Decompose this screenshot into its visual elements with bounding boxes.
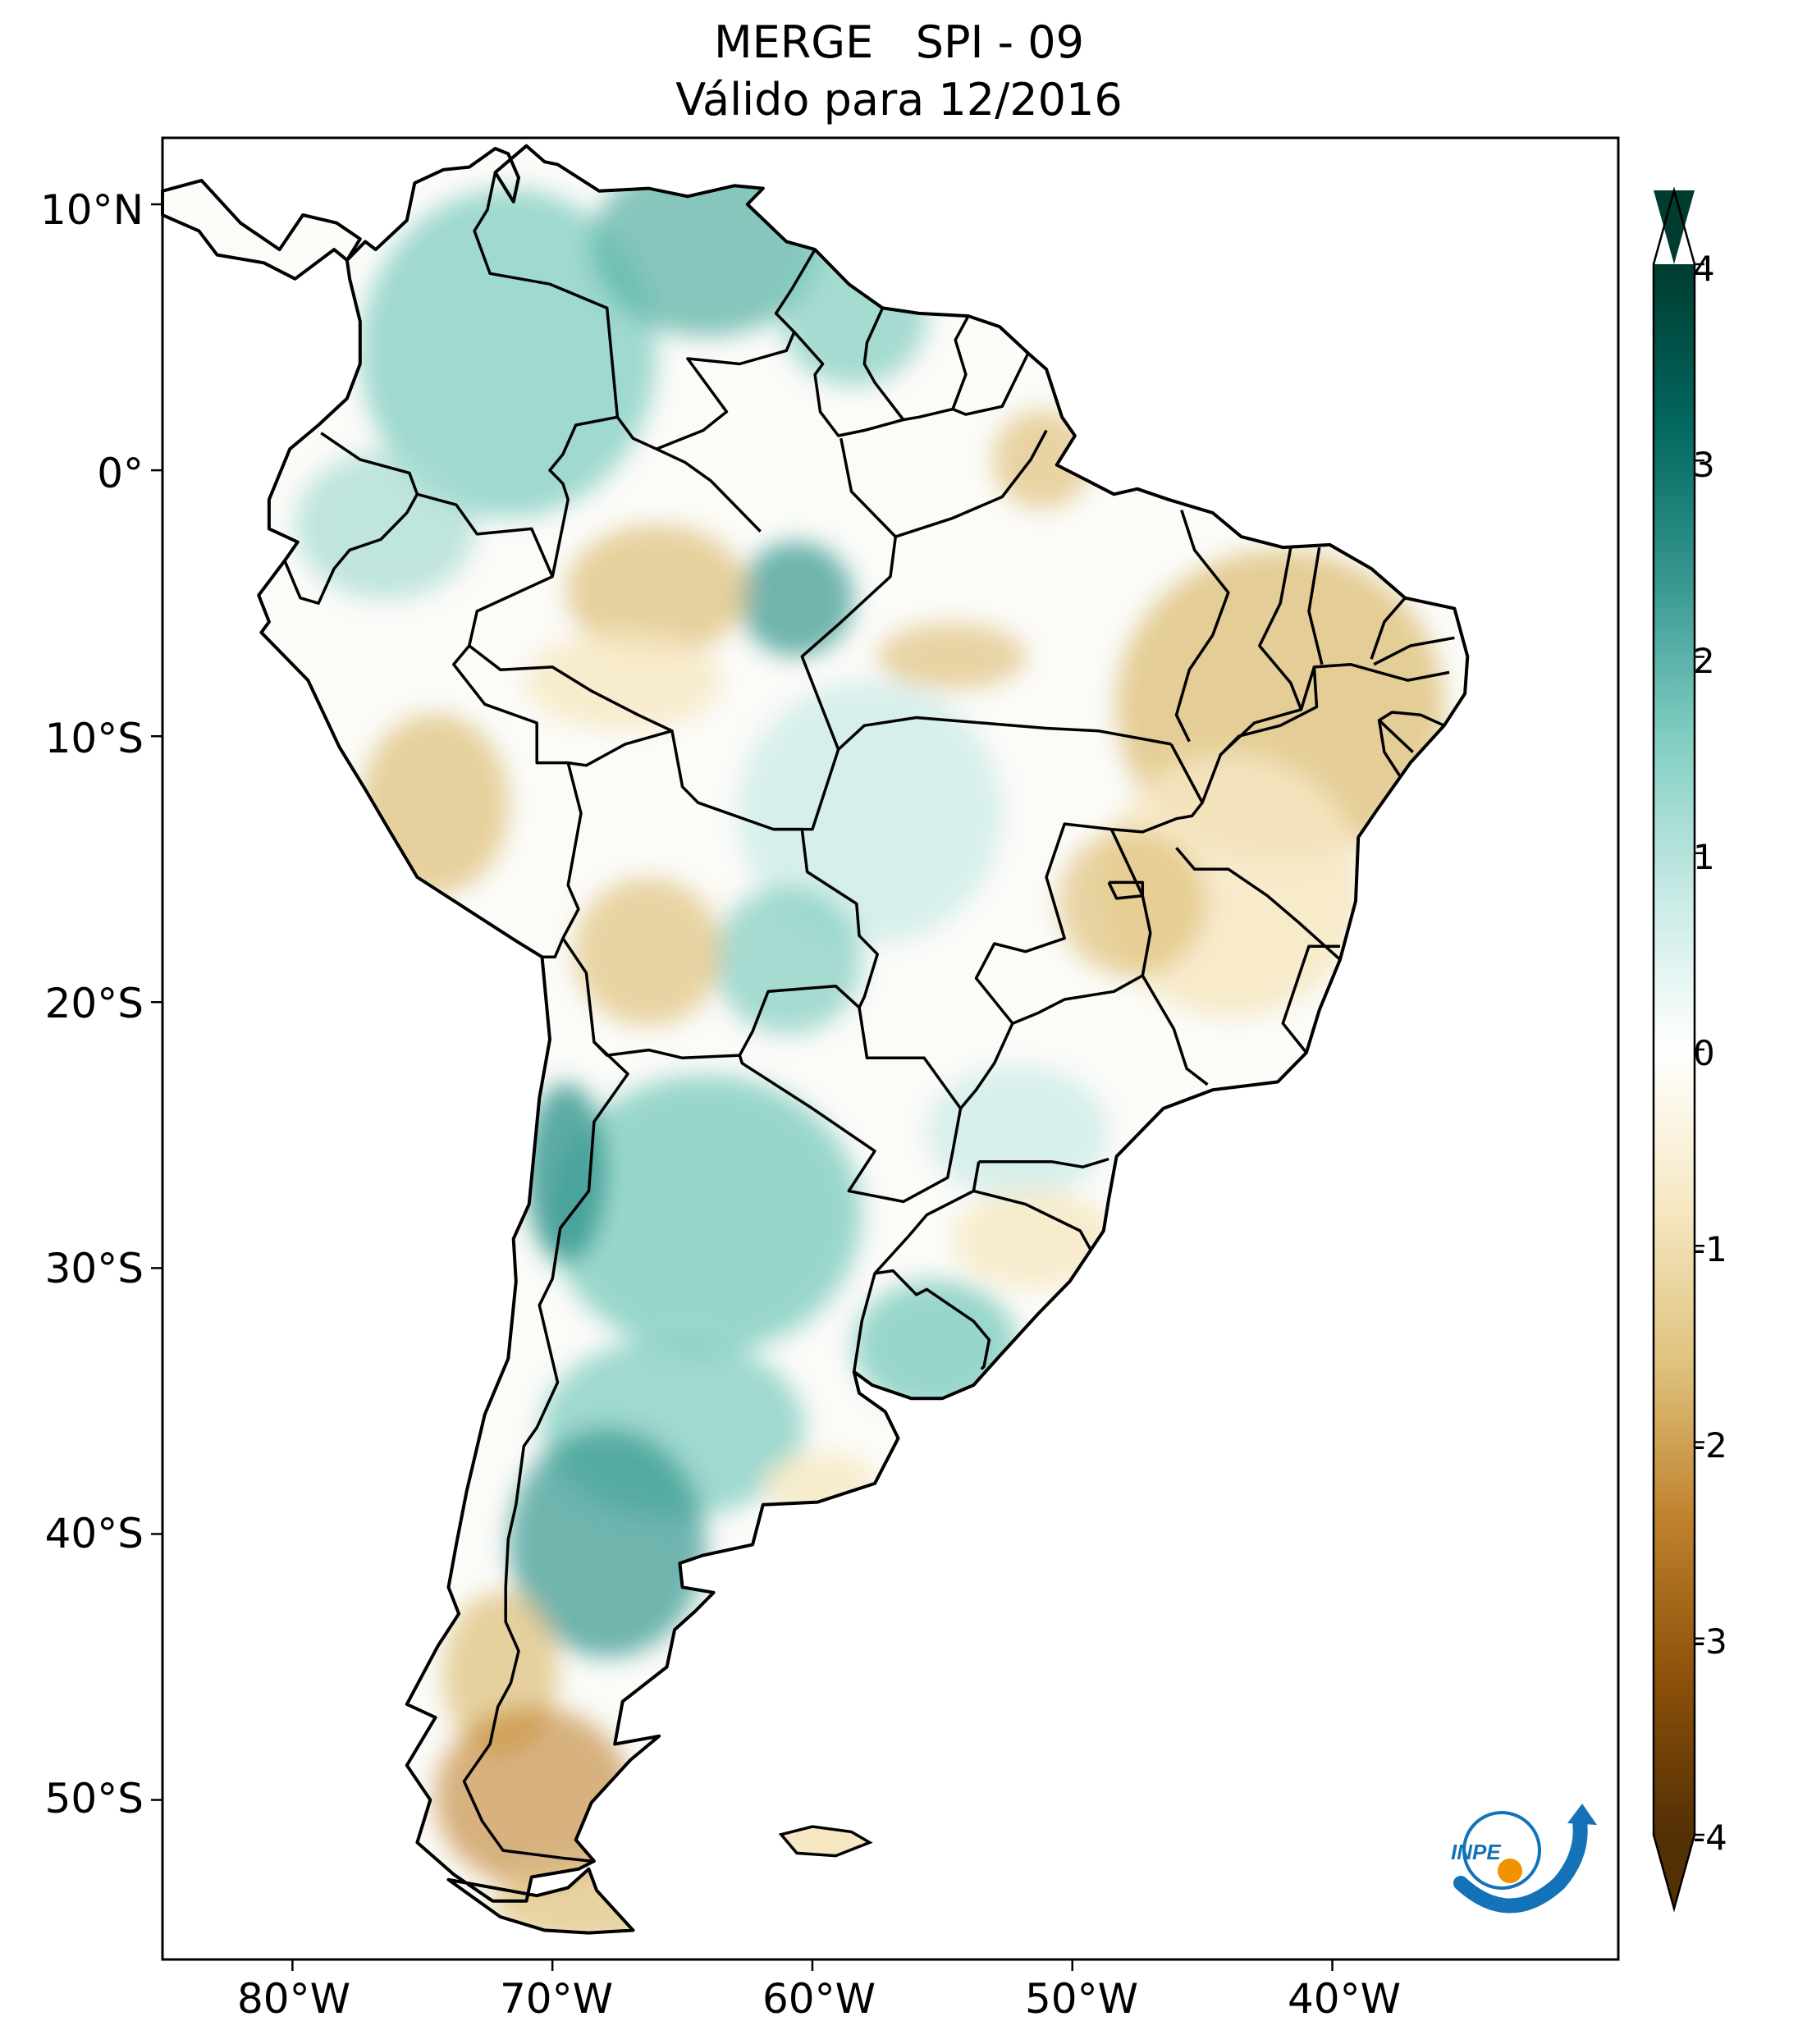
colorbar-label-m1: -1 (1693, 1229, 1727, 1269)
wet-anomaly-andes (525, 1083, 607, 1264)
dry-anomaly-peru (361, 714, 509, 894)
border-line (416, 492, 583, 958)
spi-anomaly-field (295, 156, 1444, 1933)
lon-label-40w: 40°W (1287, 1975, 1402, 2023)
border-line (1107, 880, 1145, 900)
wet-anomaly-parana (927, 1067, 1108, 1198)
wet-anomaly-uruguay (853, 1280, 1018, 1411)
wet-anomaly-ecuador (295, 451, 476, 599)
border-line (873, 1161, 991, 1370)
border-line (473, 171, 817, 450)
border-line (862, 307, 905, 421)
wet-anomaly-northern-argentina (550, 1075, 862, 1354)
border-line (462, 1040, 629, 1863)
dry-anomaly-goias (1059, 829, 1206, 976)
colorbar-label-3: 3 (1693, 445, 1715, 485)
lat-label-20s: 20°S (44, 980, 144, 1027)
map-title: MERGE SPI - 09 (714, 16, 1084, 68)
land-surface (161, 144, 1470, 1935)
colorbar-label-m4: -4 (1693, 1818, 1727, 1858)
border-line (1175, 847, 1342, 961)
border-line (561, 937, 963, 1204)
continent-fill (162, 145, 1468, 1933)
border-line (840, 437, 897, 538)
dry-anomaly-buenos-aires (763, 1452, 878, 1518)
border-line (1370, 597, 1407, 660)
dry-anomaly-para (878, 624, 1026, 689)
colorbar-label-0: 0 (1693, 1033, 1715, 1073)
colorbar-label-m2: -2 (1693, 1425, 1727, 1466)
colorbar (1652, 186, 1704, 1913)
wet-anomaly-colombia (361, 189, 657, 517)
axis-tick-marks (151, 203, 1334, 1971)
inpe-logo-swoosh (1453, 1814, 1588, 1914)
border-line (1373, 636, 1455, 666)
lat-label-40s: 40°S (44, 1510, 144, 1557)
border-line (283, 432, 419, 605)
border-line (656, 447, 762, 533)
colorbar-gradient (1654, 264, 1695, 1835)
lat-label-0: 0° (97, 450, 144, 497)
border-line (974, 743, 1204, 1025)
inpe-logo-sun (1498, 1859, 1522, 1883)
lon-label-70w: 70°W (499, 1975, 614, 2023)
lon-label-60w: 60°W (762, 1975, 876, 2023)
border-line (852, 1273, 876, 1373)
lat-label-50s: 50°S (44, 1775, 144, 1822)
lat-label-30s: 30°S (44, 1245, 144, 1292)
border-line (952, 352, 1030, 416)
colorbar-label-1: 1 (1693, 837, 1715, 877)
lat-label-10s: 10°S (44, 715, 144, 762)
dry-anomaly-santa-catarina (952, 1190, 1116, 1288)
inpe-logo-arrowhead (1567, 1804, 1597, 1825)
colorbar-label-m3: -3 (1693, 1621, 1727, 1662)
border-line (978, 1157, 1109, 1168)
colorbar-tick-marks (1695, 263, 1704, 1836)
dry-anomaly-southern-patagonia (435, 1707, 632, 1887)
lat-label-10n: 10°N (39, 186, 144, 234)
wet-anomaly-patagonia-north (509, 1428, 706, 1658)
map-subtitle: Válido para 12/2016 (675, 74, 1123, 126)
dry-anomaly-amazon-south (525, 632, 722, 730)
border-line (1141, 975, 1209, 1086)
wet-anomaly-bolivia (714, 886, 862, 1034)
inpe-logo: INPE (1451, 1804, 1597, 1914)
map-axes-frame (161, 136, 1620, 1961)
country-borders (283, 171, 1455, 1863)
inpe-logo-text: INPE (1451, 1840, 1501, 1864)
colorbar-label-4: 4 (1693, 249, 1715, 289)
border-line (1174, 510, 1230, 743)
dry-anomaly-chaco (574, 878, 722, 1026)
colorbar-min-extension (1654, 1835, 1695, 1909)
border-line (1377, 711, 1445, 753)
border-line (1307, 546, 1324, 665)
border-line (972, 1189, 1092, 1251)
border-line (548, 415, 618, 578)
border-line (1258, 546, 1303, 711)
border-line (1219, 666, 1316, 757)
dry-anomaly-amapa (993, 410, 1091, 509)
lon-label-50w: 50°W (1024, 1975, 1139, 2023)
colorbar-body (1654, 190, 1695, 264)
border-line (793, 315, 970, 437)
inpe-logo-ring (1462, 1811, 1541, 1890)
border-line (468, 644, 673, 733)
border-line (959, 828, 1152, 1110)
border-line (1377, 720, 1402, 777)
falkland-islands (778, 1825, 873, 1858)
border-line (773, 716, 1172, 831)
lon-label-80w: 80°W (236, 1975, 351, 2023)
wet-anomaly-mato-grosso (739, 681, 1001, 944)
coastline (161, 144, 1470, 1935)
dry-anomaly-amazon-west (566, 525, 747, 656)
colorbar-label-2: 2 (1693, 641, 1715, 681)
wet-anomaly-amazon-center (739, 542, 853, 656)
